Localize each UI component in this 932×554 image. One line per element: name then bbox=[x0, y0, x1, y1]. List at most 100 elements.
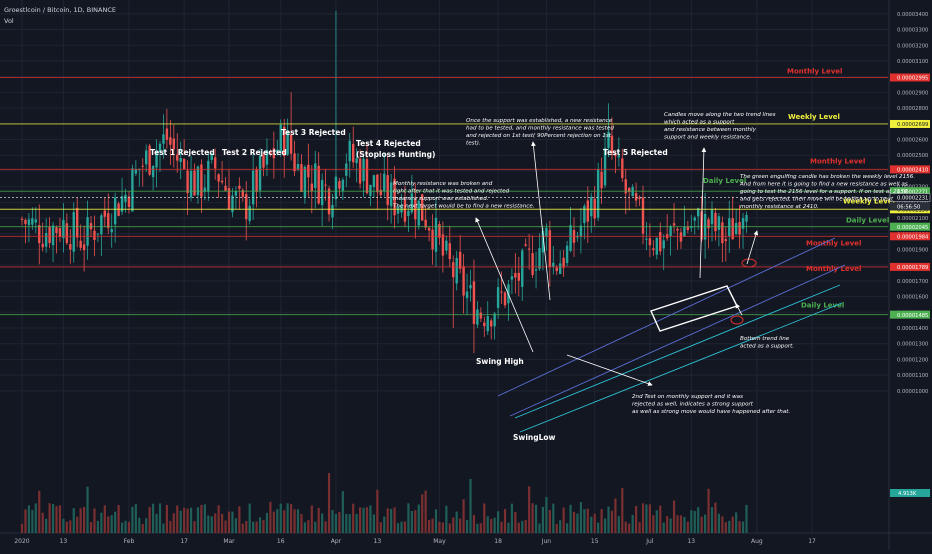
volume-bar bbox=[555, 523, 558, 533]
volume-bar bbox=[400, 521, 403, 533]
volume-bar bbox=[207, 515, 210, 533]
candle-body bbox=[465, 291, 469, 299]
candle-body bbox=[669, 226, 672, 237]
countdown-label: 06:56:50 bbox=[897, 204, 920, 210]
volume-bar bbox=[58, 505, 62, 533]
level-label: Daily Level bbox=[801, 302, 844, 310]
volume-bar bbox=[566, 523, 569, 533]
candle-body bbox=[220, 180, 224, 183]
volume-bar bbox=[652, 515, 655, 533]
volume-bar bbox=[183, 507, 186, 533]
volume-bar bbox=[666, 516, 669, 533]
volume-bar bbox=[227, 511, 231, 533]
candle-body bbox=[155, 151, 158, 168]
note-monthly-resistance: means a support was established. bbox=[393, 196, 489, 202]
candle-body bbox=[469, 284, 472, 289]
candle-body bbox=[531, 253, 534, 276]
y-tick-label: 0.00002100 bbox=[897, 216, 928, 222]
candle-body bbox=[362, 158, 365, 182]
volume-bar bbox=[600, 509, 603, 533]
volume-bar bbox=[145, 518, 148, 533]
volume-bar bbox=[448, 523, 451, 533]
note-green-engulfing: monthly resistance at 2410. bbox=[740, 204, 819, 210]
candle-body bbox=[38, 225, 41, 244]
volume-bar bbox=[524, 519, 527, 533]
level-price-tag bbox=[890, 187, 930, 196]
y-tick-label: 0.00003300 bbox=[897, 28, 928, 34]
volume-bar bbox=[31, 509, 34, 533]
volume-bar bbox=[34, 503, 37, 533]
candle-body bbox=[296, 163, 300, 170]
volume-bar bbox=[700, 516, 703, 533]
candle-body bbox=[565, 245, 569, 264]
volume-bar bbox=[745, 504, 748, 533]
candle-body bbox=[44, 233, 48, 247]
volume-bar bbox=[279, 503, 282, 533]
volume-bar bbox=[741, 521, 745, 533]
x-tick-label: Apr bbox=[331, 538, 342, 545]
volume-bar bbox=[493, 517, 496, 533]
candle-body bbox=[55, 227, 58, 233]
x-tick-label: Aug bbox=[751, 538, 763, 545]
volume-bar bbox=[217, 505, 220, 533]
note-green-engulfing: The green engulfing candle has broken th… bbox=[740, 174, 915, 180]
volume-bar bbox=[414, 510, 417, 533]
volume-bar bbox=[221, 513, 224, 533]
volume-bar bbox=[196, 507, 200, 533]
volume-bar bbox=[607, 506, 610, 533]
volume-bar bbox=[86, 486, 89, 533]
volume-bar bbox=[662, 522, 665, 533]
volume-bar bbox=[131, 506, 134, 533]
volume-bar bbox=[200, 504, 203, 533]
volume-bar bbox=[507, 522, 510, 533]
candle-body bbox=[20, 218, 24, 221]
volume-bar bbox=[579, 502, 582, 533]
level-label: Daily Level bbox=[846, 217, 889, 225]
candle-body bbox=[65, 223, 69, 243]
candle-body bbox=[324, 184, 327, 186]
candle-body bbox=[113, 197, 117, 225]
candle-body bbox=[51, 225, 55, 246]
candle-body bbox=[393, 178, 396, 216]
candle-body bbox=[686, 226, 690, 230]
candle-body bbox=[403, 199, 407, 222]
candle-body bbox=[458, 251, 462, 269]
candle-body bbox=[334, 176, 338, 200]
volume-bar bbox=[459, 518, 462, 533]
candle-body bbox=[48, 227, 51, 244]
volume-bar bbox=[134, 504, 137, 533]
volume-bar bbox=[686, 521, 689, 533]
volume-bar bbox=[465, 519, 469, 533]
candle-body bbox=[189, 170, 193, 198]
candle-body bbox=[569, 225, 572, 251]
y-tick-label: 0.00001600 bbox=[897, 295, 928, 301]
volume-bar bbox=[345, 513, 348, 533]
volume-bar bbox=[83, 507, 86, 533]
candle-body bbox=[79, 240, 82, 248]
candle-body bbox=[62, 219, 65, 239]
volume-bar bbox=[714, 502, 717, 533]
candle-body bbox=[107, 213, 110, 229]
volume-bar bbox=[352, 503, 355, 533]
candle-body bbox=[317, 165, 320, 204]
level-price-label: 0.00002410 bbox=[897, 168, 928, 174]
candle-body bbox=[441, 234, 445, 256]
volume-bar bbox=[179, 510, 182, 533]
y-tick-label: 0.00003100 bbox=[897, 59, 928, 65]
candle-body bbox=[476, 309, 479, 325]
candle-body bbox=[348, 140, 351, 162]
candle-body bbox=[272, 148, 276, 159]
candle-body bbox=[210, 154, 213, 160]
volume-bar bbox=[562, 507, 565, 533]
annotation-label: Test 3 Rejected bbox=[281, 128, 346, 137]
volume-bar bbox=[593, 513, 596, 533]
candle-body bbox=[369, 184, 372, 196]
volume-bar bbox=[69, 520, 72, 533]
volume-bar bbox=[679, 515, 683, 533]
volume-bar bbox=[348, 514, 351, 533]
candle-body bbox=[389, 182, 393, 207]
countdown-tag bbox=[890, 202, 930, 211]
candle-body bbox=[355, 158, 358, 164]
